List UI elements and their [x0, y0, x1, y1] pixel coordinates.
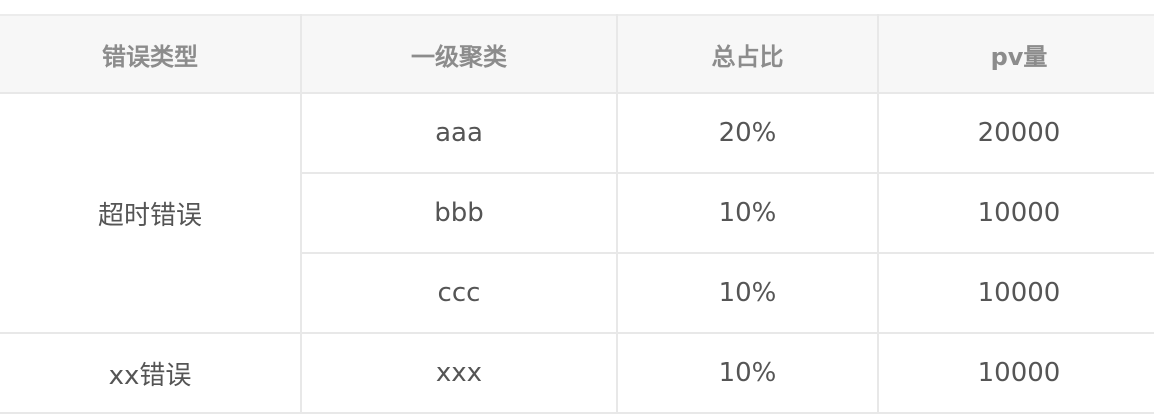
cell-pv: 10000	[877, 172, 1154, 254]
cell-cluster: bbb	[301, 172, 618, 254]
cell-error-type: 超时错误	[0, 92, 302, 334]
header-cluster: 一级聚类	[300, 14, 618, 94]
header-pv: pv量	[877, 14, 1154, 94]
cell-cluster: aaa	[300, 92, 618, 174]
cell-ratio: 10%	[616, 252, 879, 334]
table-header-row: 错误类型 一级聚类 总占比 pv量	[0, 14, 1154, 94]
cell-pv: 20000	[877, 92, 1154, 174]
error-table-container: 错误类型 一级聚类 总占比 pv量 超时错误 aaa 20% 20000 bbb…	[0, 14, 1154, 414]
table-row: ccc 10% 10000	[0, 252, 1154, 334]
cell-ratio: 10%	[616, 332, 879, 414]
header-ratio: 总占比	[616, 14, 879, 94]
cell-error-type: xx错误	[0, 332, 302, 414]
table-row: 超时错误 aaa 20% 20000	[0, 92, 1154, 334]
cell-pv: 10000	[877, 332, 1154, 414]
header-error-type: 错误类型	[0, 14, 302, 94]
cell-ratio: 10%	[616, 172, 879, 254]
table-row: bbb 10% 10000	[0, 172, 1154, 254]
cell-cluster: ccc	[301, 252, 618, 334]
cell-cluster: xxx	[300, 332, 618, 414]
cell-pv: 10000	[877, 252, 1154, 334]
cell-ratio: 20%	[616, 92, 879, 174]
table-row: xx错误 xxx 10% 10000	[0, 332, 1154, 414]
error-table: 错误类型 一级聚类 总占比 pv量 超时错误 aaa 20% 20000 bbb…	[0, 14, 1154, 414]
